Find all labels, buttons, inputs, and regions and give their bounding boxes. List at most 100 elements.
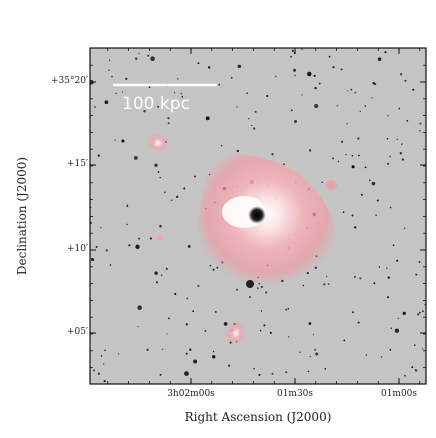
star [180, 93, 182, 95]
star [389, 348, 392, 351]
star [396, 138, 398, 141]
star [283, 163, 285, 165]
star [318, 82, 321, 85]
emission-spot-right [325, 180, 337, 190]
star [103, 380, 106, 383]
star [133, 155, 138, 160]
star [135, 244, 140, 249]
star [371, 181, 376, 186]
star [159, 224, 162, 228]
star [143, 110, 146, 113]
star [183, 187, 186, 190]
star [419, 130, 421, 132]
x-tick-label: 01m30s [276, 389, 314, 399]
star [184, 371, 189, 376]
star [399, 73, 403, 76]
star [194, 175, 196, 178]
star [154, 163, 158, 167]
star [414, 368, 417, 371]
emission-spot-left [156, 235, 164, 241]
star [204, 329, 207, 332]
star [104, 349, 107, 352]
star [185, 352, 188, 355]
star [220, 144, 223, 147]
star [287, 308, 290, 310]
star [94, 106, 96, 108]
star [360, 193, 363, 196]
star [209, 264, 212, 267]
star [314, 348, 317, 351]
star [108, 69, 110, 71]
star [163, 191, 166, 194]
star [389, 155, 391, 158]
emission-blob-lower [226, 321, 246, 345]
star [100, 355, 103, 357]
star [301, 94, 303, 96]
star [351, 165, 355, 169]
star [315, 352, 319, 356]
star [187, 244, 191, 248]
y-tick-label: +10′ [66, 244, 88, 254]
star [186, 297, 189, 300]
star [135, 57, 138, 60]
star [95, 246, 98, 248]
star [299, 351, 301, 353]
star [398, 107, 401, 110]
star [115, 92, 117, 95]
star [397, 317, 399, 319]
star [422, 348, 424, 350]
star [248, 295, 252, 299]
star [165, 267, 168, 270]
star [197, 62, 200, 65]
star [415, 273, 418, 276]
star [159, 176, 161, 179]
star [327, 283, 330, 285]
star [412, 88, 415, 91]
star [392, 244, 395, 247]
x-tick-label: 01m00s [380, 389, 418, 399]
star [155, 281, 158, 284]
star [230, 76, 233, 79]
star [387, 115, 389, 117]
star [421, 310, 424, 313]
star [294, 74, 296, 77]
star [212, 268, 215, 271]
scale-bar-label: 100 kpc [122, 94, 190, 114]
star [266, 94, 269, 98]
star [125, 77, 128, 80]
star [292, 68, 297, 72]
star [157, 105, 159, 108]
star [271, 372, 274, 375]
star [347, 90, 349, 92]
y-tick-label: +05′ [66, 327, 88, 337]
minor-ticks [90, 48, 426, 384]
star [157, 171, 160, 173]
star [121, 91, 124, 93]
star [406, 120, 409, 122]
star [236, 106, 238, 108]
star [357, 154, 360, 157]
star [404, 374, 406, 377]
star [314, 103, 319, 109]
star [177, 78, 179, 80]
star [167, 117, 170, 120]
star [253, 127, 256, 130]
star [263, 324, 266, 327]
star [149, 237, 152, 240]
star [205, 116, 210, 121]
star [396, 259, 399, 262]
star [326, 275, 328, 277]
star [218, 83, 221, 86]
star [373, 282, 376, 285]
star [97, 154, 100, 157]
star [323, 283, 326, 286]
star [189, 348, 192, 351]
star [154, 271, 158, 275]
star [285, 371, 288, 373]
star [313, 74, 316, 78]
star [167, 122, 170, 125]
star [354, 91, 357, 94]
star [343, 339, 346, 342]
star [103, 363, 105, 365]
